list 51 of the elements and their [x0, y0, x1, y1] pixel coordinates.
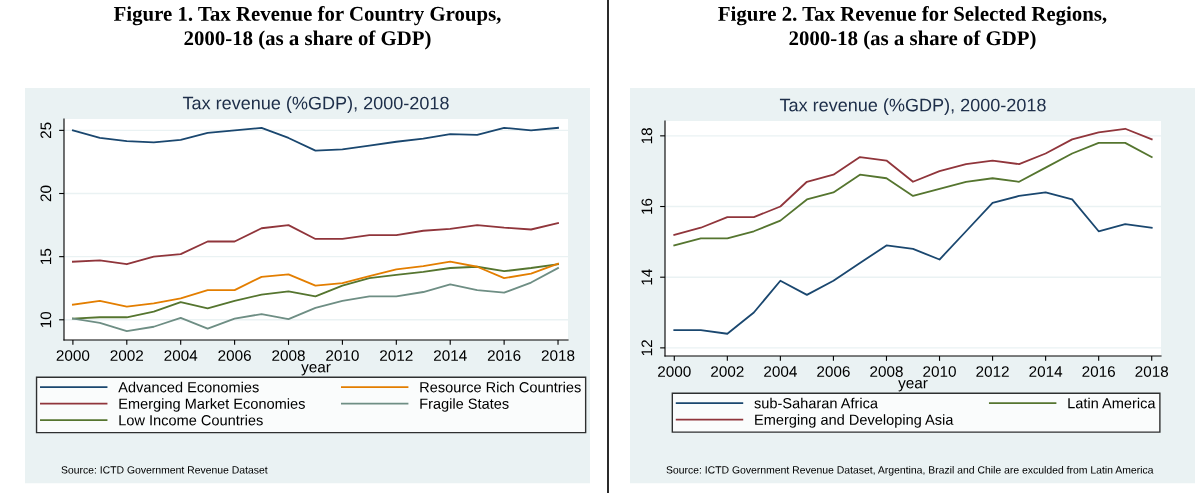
- x-tick-label: 2016: [487, 350, 521, 361]
- x-tick-label: 2008: [272, 350, 305, 361]
- legend-label: Resource Rich Countries: [420, 381, 581, 393]
- legend-label: Low Income Countries: [119, 414, 263, 426]
- chart-title: Figure 1. Tax Revenue for Country Groups, 2000-18 (as a share of GDP): [113, 6, 501, 50]
- x-tick-label: 2004: [764, 366, 797, 377]
- y-tick-label: 10: [40, 311, 52, 328]
- x-tick-label: 2006: [817, 366, 850, 377]
- x-tick-label: 2018: [541, 350, 575, 361]
- x-axis-title: year: [898, 380, 928, 392]
- line-series: [673, 142, 1153, 247]
- line-series: [71, 267, 559, 333]
- x-tick-label: 2014: [1029, 366, 1063, 377]
- x-tick-label: 2002: [110, 350, 144, 361]
- source-note: Source: ICTD Government Revenue Dataset: [61, 466, 268, 474]
- x-tick-label: 2000: [658, 366, 691, 377]
- legend-label: Emerging Market Economies: [119, 398, 305, 412]
- x-tick-label: 2004: [164, 350, 198, 361]
- chart-title: Figure 2. Tax Revenue for Selected Regions, 2000-18 (as a share of GDP): [718, 6, 1107, 50]
- x-tick-label: 2016: [1082, 366, 1115, 377]
- x-tick-label: 2008: [870, 366, 903, 377]
- line-series: [71, 126, 559, 152]
- legend-label: Fragile States: [420, 398, 509, 412]
- x-tick-label: 2018: [1135, 366, 1169, 377]
- y-tick-label: 16: [641, 198, 653, 214]
- source-note: Source: ICTD Government Revenue Dataset, Argentina, Brazil and Chile are exculded from Latin America: [666, 465, 1154, 476]
- line-series: [71, 260, 559, 308]
- line-series: [673, 127, 1153, 236]
- x-tick-label: 2010: [923, 366, 956, 377]
- chart-subtitle: Tax revenue (%GDP), 2000-2018: [779, 98, 1046, 116]
- legend-label: Advanced Economies: [118, 381, 259, 393]
- x-tick-label: 2014: [434, 350, 467, 361]
- line-series: [71, 222, 559, 266]
- legend-label: Emerging and Developing Asia: [755, 414, 954, 428]
- x-tick-label: 2002: [711, 366, 744, 377]
- legend-label: sub-Saharan Africa: [754, 397, 879, 409]
- y-tick-label: 20: [40, 185, 52, 202]
- y-tick-label: 12: [641, 340, 653, 356]
- x-tick-label: 2012: [976, 366, 1009, 377]
- y-tick-label: 14: [641, 269, 653, 285]
- x-tick-label: 2010: [326, 350, 359, 361]
- x-tick-label: 2012: [380, 350, 413, 361]
- x-tick-label: 2006: [218, 350, 251, 361]
- y-tick-label: 25: [40, 122, 52, 139]
- legend-label: Latin America: [1068, 397, 1156, 409]
- y-tick-label: 15: [40, 248, 52, 264]
- x-tick-label: 2000: [56, 350, 90, 361]
- chart-subtitle: Tax revenue (%GDP), 2000-2018: [182, 96, 449, 114]
- y-tick-label: 18: [641, 128, 653, 144]
- x-axis-title: year: [301, 364, 331, 376]
- line-series: [673, 191, 1153, 335]
